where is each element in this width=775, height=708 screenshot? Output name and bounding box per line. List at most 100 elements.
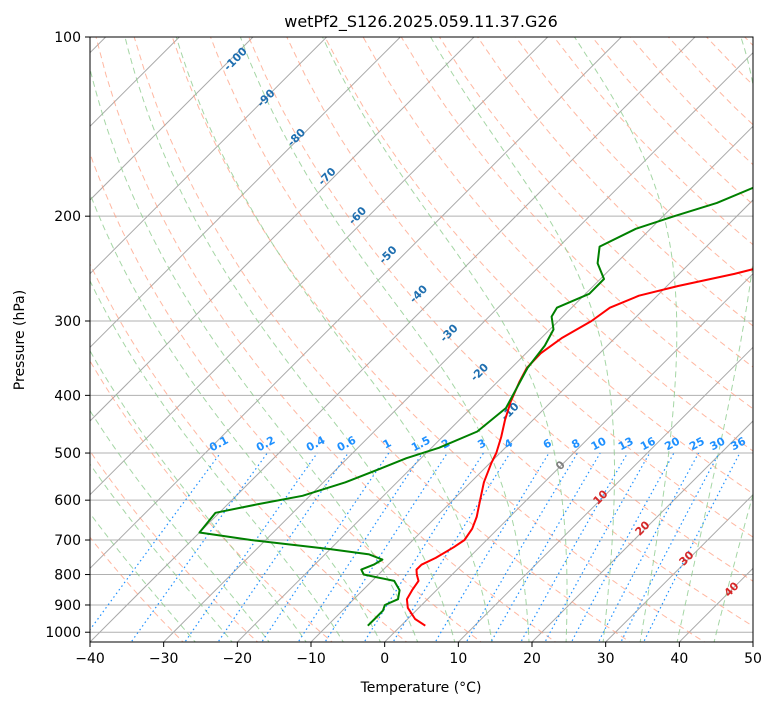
isotherm-line (752, 641, 753, 642)
moist-adiabat-label: -20 (468, 361, 491, 384)
mixing-ratio-line (363, 452, 485, 642)
moist-adiabat-line (90, 66, 419, 642)
y-axis: 100 200 300 400 500 600 700 800 900 1000 (45, 30, 90, 641)
mixing-ratio-line (90, 452, 221, 631)
dry-adiabat-line (324, 37, 753, 495)
isotherm-line (531, 420, 753, 642)
moist-adiabat-line (676, 37, 753, 642)
isotherm-line (90, 37, 622, 570)
y-tick-label: 700 (54, 533, 81, 549)
isotherm-line (90, 37, 401, 349)
dry-adiabat-line (362, 37, 753, 452)
isotherm-line (90, 37, 328, 275)
isotherm-line (457, 346, 753, 642)
isotherm-line (90, 37, 254, 201)
moist-adiabat-label: -80 (285, 126, 308, 149)
y-tick-label: 200 (54, 209, 81, 225)
mixing-ratio-line (434, 452, 550, 642)
mixing-ratio-label: 8 (569, 436, 582, 451)
mixing-ratio-label: 25 (687, 435, 707, 454)
y-tick-label: 100 (54, 30, 81, 46)
moist-adiabat-line (90, 463, 233, 642)
isotherm-line (236, 125, 753, 642)
profile-series (198, 186, 753, 627)
isotherm-line (162, 51, 753, 642)
dry-adiabat-line (248, 37, 753, 582)
isotherm-line (310, 199, 753, 642)
mixing-ratio-label: 3 (475, 436, 488, 451)
background-lines (90, 37, 753, 642)
y-tick-label: 300 (54, 314, 81, 330)
mixing-ratio-label: 10 (589, 434, 609, 453)
mixing-ratio-line (392, 452, 511, 642)
dry-adiabat-line (90, 360, 333, 642)
mixing-ratio-label: 30 (708, 434, 728, 453)
mixing-ratio-label: 0.1 (207, 434, 230, 455)
x-tick-label: 50 (744, 651, 762, 667)
moist-adiabat-line (90, 512, 196, 642)
dry-adiabat-line (553, 37, 753, 246)
dry-adiabat-line (90, 262, 408, 642)
moist-adiabat-line (90, 279, 344, 642)
moist-adiabat-line (90, 409, 270, 642)
x-tick-label: 30 (597, 651, 615, 667)
dewpoint-profile-line (198, 186, 753, 627)
chart-title: wetPf2_S126.2025.059.11.37.G26 (284, 12, 558, 32)
mixing-ratio-line (620, 452, 720, 642)
moist-adiabat-line (90, 349, 307, 642)
moist-adiabat-label: -50 (376, 243, 399, 266)
dry-adiabat-line (515, 37, 753, 286)
x-tick-label: −10 (296, 651, 326, 667)
moist-adiabat-line (430, 37, 615, 642)
dry-adiabat-line (744, 37, 753, 47)
y-tick-label: 400 (54, 388, 81, 404)
mixing-ratio-line (261, 452, 390, 642)
isotherm-line (383, 272, 753, 642)
moist-adiabat-line (239, 37, 530, 642)
moist-adiabat-label: -70 (315, 165, 338, 188)
mixing-ratio-line (130, 452, 268, 642)
mixing-ratio-line (217, 452, 349, 642)
dry-adiabat-line (90, 152, 482, 642)
x-tick-label: 0 (380, 651, 389, 667)
y-tick-label: 1000 (45, 625, 81, 641)
mixing-ratio-line (297, 452, 423, 642)
temperature-profile-line (405, 268, 753, 627)
mixing-ratio-label: 1 (381, 436, 394, 451)
moist-adiabat-line (124, 37, 456, 642)
mixing-ratio-label: 13 (616, 435, 636, 454)
moist-adiabat-line (175, 37, 493, 642)
moist-adiabat-label: -30 (437, 321, 460, 344)
x-tick-label: 40 (670, 651, 688, 667)
x-axis: −40 −30 −20 −10 0 10 20 30 40 50 (75, 642, 762, 667)
dry-adiabat-label: 10 (591, 487, 611, 507)
moist-adiabat-line (713, 492, 753, 642)
moist-adiabat-line (90, 192, 381, 642)
mixing-ratio-line (324, 452, 448, 642)
y-tick-label: 600 (54, 493, 81, 509)
x-tick-label: −40 (75, 651, 105, 667)
x-tick-label: −20 (223, 651, 253, 667)
dry-adiabat-line (171, 37, 706, 642)
moist-adiabat-line (322, 37, 568, 642)
mixing-ratio-label: 0.4 (304, 433, 328, 454)
mixing-ratio-line (490, 452, 601, 642)
isotherm-line (90, 37, 549, 496)
dry-adiabat-line (90, 450, 259, 642)
plot-frame (89, 36, 754, 643)
isotherm-line (90, 37, 475, 422)
dry-adiabat-line (286, 37, 753, 538)
line-labels: 0.1 0.2 0.4 0.6 1 1.5 2 3 4 6 8 10 13 16 20 25 30 36-100-… (207, 45, 748, 600)
y-axis-title: Pressure (hPa) (12, 290, 28, 390)
dry-adiabat-line (210, 37, 753, 627)
isotherm-line (90, 37, 696, 642)
y-tick-label: 900 (54, 598, 81, 614)
mixing-ratio-line (465, 452, 579, 642)
mixing-ratio-label: 36 (728, 434, 748, 453)
x-tick-label: −30 (149, 651, 179, 667)
mixing-ratio-line (643, 452, 741, 642)
mixing-ratio-line (184, 452, 318, 642)
mixing-ratio-label: 0.2 (254, 434, 277, 455)
x-axis-title: Temperature (°C) (360, 680, 482, 696)
